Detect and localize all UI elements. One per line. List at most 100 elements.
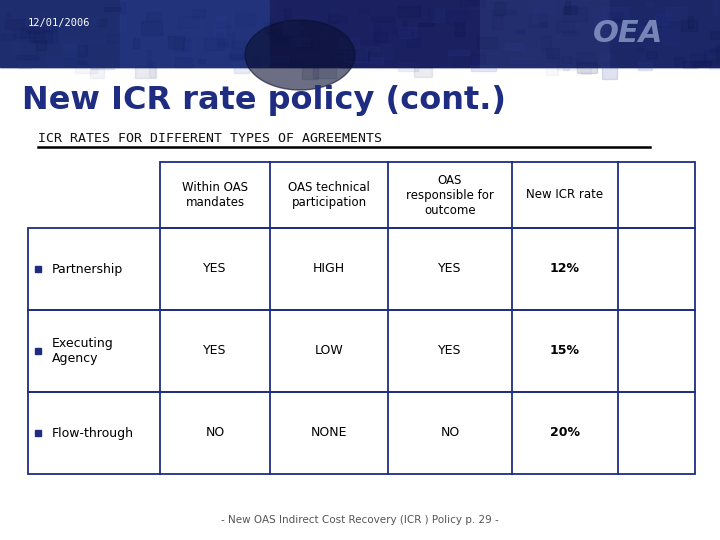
Text: Within OAS
mandates: Within OAS mandates bbox=[182, 181, 248, 209]
Bar bbox=[646, 2, 654, 6]
Bar bbox=[565, 1, 570, 14]
Bar bbox=[330, 52, 347, 62]
Bar bbox=[251, 57, 260, 67]
Bar bbox=[66, 45, 84, 55]
Bar bbox=[448, 57, 451, 66]
Bar bbox=[297, 28, 305, 37]
Bar bbox=[284, 9, 290, 19]
Bar bbox=[88, 39, 106, 42]
Bar bbox=[328, 16, 346, 22]
Text: YES: YES bbox=[438, 262, 462, 275]
Bar bbox=[338, 10, 345, 24]
Bar bbox=[563, 58, 569, 70]
Bar bbox=[655, 14, 670, 25]
Bar bbox=[614, 16, 618, 22]
Bar bbox=[663, 11, 672, 15]
Bar bbox=[341, 64, 351, 68]
Bar bbox=[28, 310, 695, 392]
Bar bbox=[577, 52, 595, 64]
Bar bbox=[198, 59, 205, 63]
Bar bbox=[364, 46, 380, 51]
Bar bbox=[143, 61, 160, 64]
Bar bbox=[35, 25, 50, 29]
Bar bbox=[657, 14, 670, 26]
Bar bbox=[428, 10, 449, 16]
Bar bbox=[663, 23, 667, 29]
Bar bbox=[492, 10, 516, 15]
Bar bbox=[548, 53, 554, 60]
Bar bbox=[93, 18, 99, 24]
Bar bbox=[229, 5, 233, 12]
Bar bbox=[213, 25, 225, 37]
Bar bbox=[399, 14, 408, 16]
Bar bbox=[681, 20, 697, 31]
Bar bbox=[229, 53, 246, 58]
Bar bbox=[546, 48, 559, 58]
Text: YES: YES bbox=[203, 262, 227, 275]
Text: NO: NO bbox=[441, 427, 459, 440]
Bar bbox=[81, 26, 85, 37]
Text: New ICR rate policy (cont.): New ICR rate policy (cont.) bbox=[22, 84, 506, 116]
Bar bbox=[602, 66, 617, 79]
Bar bbox=[312, 2, 336, 6]
Bar bbox=[149, 63, 155, 77]
Bar bbox=[446, 11, 466, 24]
Bar bbox=[407, 38, 420, 47]
Text: ICR RATES FOR DIFFERENT TYPES OF AGREEMENTS: ICR RATES FOR DIFFERENT TYPES OF AGREEME… bbox=[38, 132, 382, 145]
Bar bbox=[562, 8, 588, 21]
Bar bbox=[505, 43, 523, 50]
Bar bbox=[104, 7, 120, 11]
Bar bbox=[482, 29, 503, 40]
Bar bbox=[564, 5, 577, 14]
Bar bbox=[535, 1, 556, 14]
Bar bbox=[562, 31, 577, 35]
Bar bbox=[373, 33, 387, 42]
Bar bbox=[636, 48, 644, 51]
Bar bbox=[107, 34, 119, 42]
Bar bbox=[192, 9, 205, 17]
Bar bbox=[418, 23, 434, 25]
Bar bbox=[37, 40, 46, 50]
Bar bbox=[674, 57, 684, 66]
Bar bbox=[374, 21, 394, 32]
Bar bbox=[710, 31, 720, 38]
Bar bbox=[382, 44, 392, 58]
Bar bbox=[217, 42, 228, 45]
Bar bbox=[147, 50, 150, 65]
Bar bbox=[270, 0, 480, 67]
Bar bbox=[546, 66, 558, 75]
Bar bbox=[22, 27, 44, 38]
Text: YES: YES bbox=[438, 345, 462, 357]
Bar bbox=[290, 38, 309, 46]
Bar bbox=[412, 32, 420, 38]
Bar bbox=[436, 53, 444, 67]
Text: NO: NO bbox=[205, 427, 225, 440]
Bar bbox=[287, 62, 304, 66]
Bar bbox=[398, 6, 420, 17]
Bar bbox=[68, 49, 73, 63]
Bar bbox=[179, 16, 198, 29]
Bar bbox=[557, 58, 576, 70]
Bar bbox=[612, 23, 626, 32]
Text: Flow-through: Flow-through bbox=[52, 427, 134, 440]
Bar bbox=[28, 228, 695, 310]
Text: 20%: 20% bbox=[550, 427, 580, 440]
Bar bbox=[455, 22, 464, 36]
Bar bbox=[313, 66, 336, 78]
Bar bbox=[215, 16, 225, 20]
Bar bbox=[16, 56, 38, 59]
Bar bbox=[111, 46, 130, 60]
Bar bbox=[693, 61, 711, 66]
Bar bbox=[414, 67, 432, 77]
Bar bbox=[704, 50, 720, 62]
Bar bbox=[5, 18, 24, 29]
Bar bbox=[603, 7, 628, 18]
Bar bbox=[181, 20, 202, 33]
Bar bbox=[522, 48, 541, 53]
Bar bbox=[613, 10, 632, 15]
Bar bbox=[40, 19, 50, 23]
Bar bbox=[145, 8, 159, 20]
Bar bbox=[78, 62, 86, 64]
Bar bbox=[302, 65, 318, 79]
Bar bbox=[302, 43, 312, 51]
